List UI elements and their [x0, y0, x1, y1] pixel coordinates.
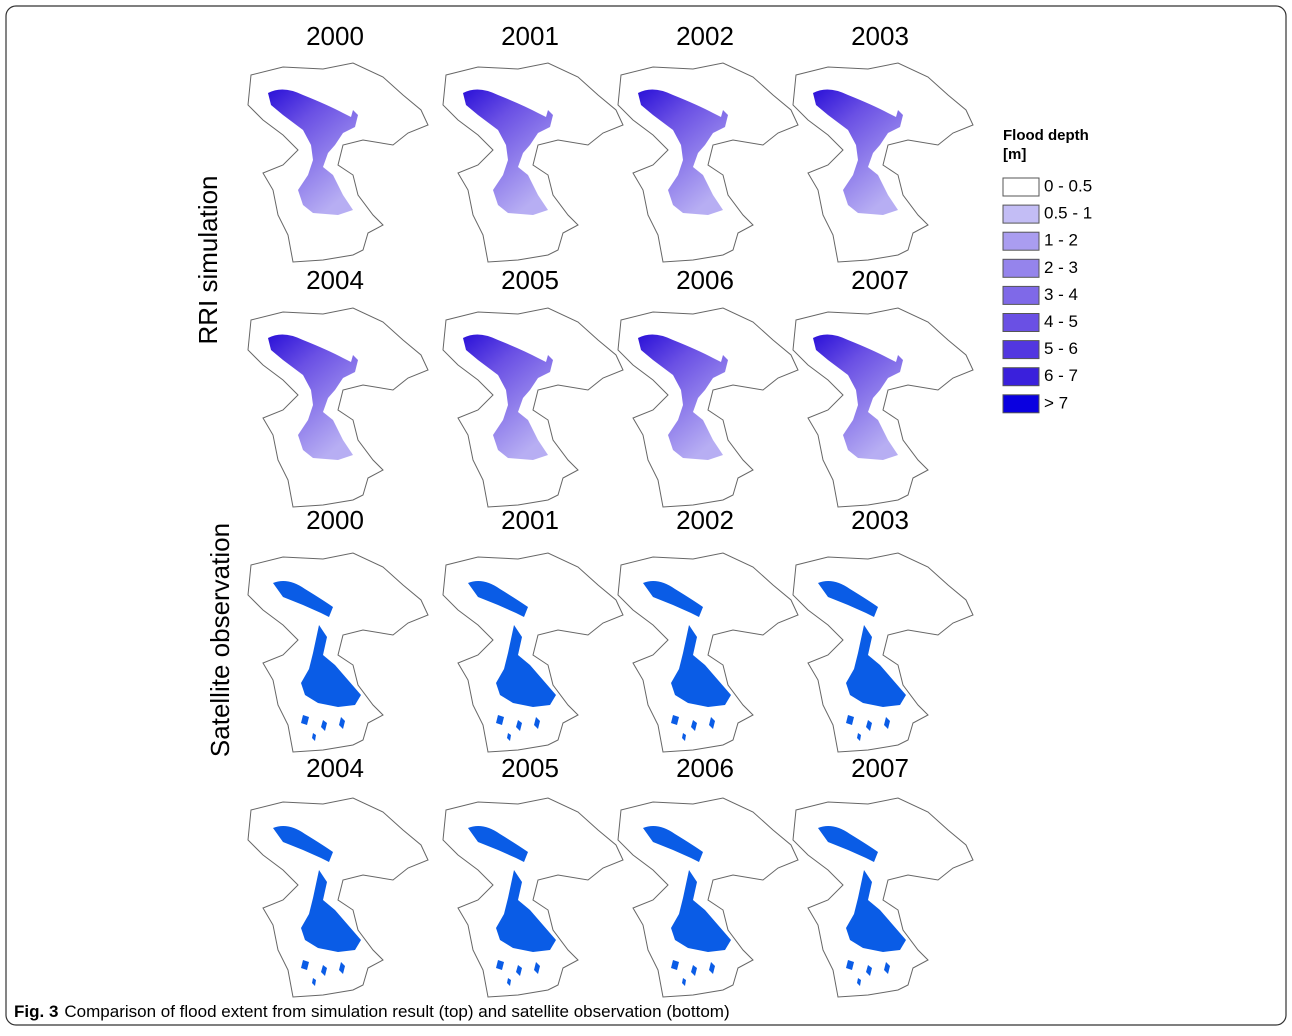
panel-year: 2003	[851, 505, 909, 535]
legend-label: 3 - 4	[1044, 285, 1078, 304]
panel-year: 2002	[676, 21, 734, 51]
legend-title: Flood depth	[1003, 127, 1089, 144]
panel-year: 2001	[501, 21, 559, 51]
legend-label: 0 - 0.5	[1044, 176, 1092, 195]
panel-grid: 2000 2001 2002 2003 2004 2005 2006 2007 2000 2001…	[248, 21, 973, 997]
legend-unit: [m]	[1003, 146, 1026, 163]
panel-year: 2006	[676, 753, 734, 783]
row-label: RRI simulation	[193, 175, 223, 344]
legend-label: 1 - 2	[1044, 231, 1078, 250]
figure: 2000 2001 2002 2003 2004 2005 2006 2007 2000 2001…	[0, 0, 1292, 1031]
caption-label: Fig. 3	[14, 1002, 58, 1021]
panel-year: 2001	[501, 505, 559, 535]
legend-swatch	[1003, 259, 1039, 277]
legend-label: > 7	[1044, 393, 1068, 412]
caption-text: Comparison of flood extent from simulati…	[64, 1002, 729, 1021]
legend-label: 5 - 6	[1044, 339, 1078, 358]
legend-swatch	[1003, 341, 1039, 359]
legend-swatch	[1003, 232, 1039, 250]
figure-border	[6, 6, 1286, 1025]
panel-year: 2005	[501, 265, 559, 295]
panel-year: 2003	[851, 21, 909, 51]
legend-swatch	[1003, 205, 1039, 223]
panel-year: 2007	[851, 265, 909, 295]
legend-label: 0.5 - 1	[1044, 204, 1092, 223]
panel-year: 2004	[306, 753, 364, 783]
legend-label: 2 - 3	[1044, 258, 1078, 277]
legend-swatch	[1003, 395, 1039, 413]
panel-year: 2006	[676, 265, 734, 295]
panel-year: 2000	[306, 505, 364, 535]
legend-swatch	[1003, 314, 1039, 332]
legend-swatch	[1003, 286, 1039, 304]
legend-label: 4 - 5	[1044, 312, 1078, 331]
panel-year: 2000	[306, 21, 364, 51]
page: 2000 2001 2002 2003 2004 2005 2006 2007 2000 2001…	[0, 0, 1292, 1036]
legend-swatch	[1003, 178, 1039, 196]
legend-label: 6 - 7	[1044, 366, 1078, 385]
legend-swatch	[1003, 368, 1039, 386]
caption: Fig. 3 Comparison of flood extent from si…	[14, 1002, 730, 1021]
panel-year: 2007	[851, 753, 909, 783]
legend: 0 - 0.5 0.5 - 1 1 - 2 2 - 3 3 - 4 4 - 5 5 - 6 6…	[1003, 176, 1092, 412]
panel-year: 2004	[306, 265, 364, 295]
panel-year: 2005	[501, 753, 559, 783]
panel-year: 2002	[676, 505, 734, 535]
row-label: Satellite observation	[205, 523, 235, 757]
